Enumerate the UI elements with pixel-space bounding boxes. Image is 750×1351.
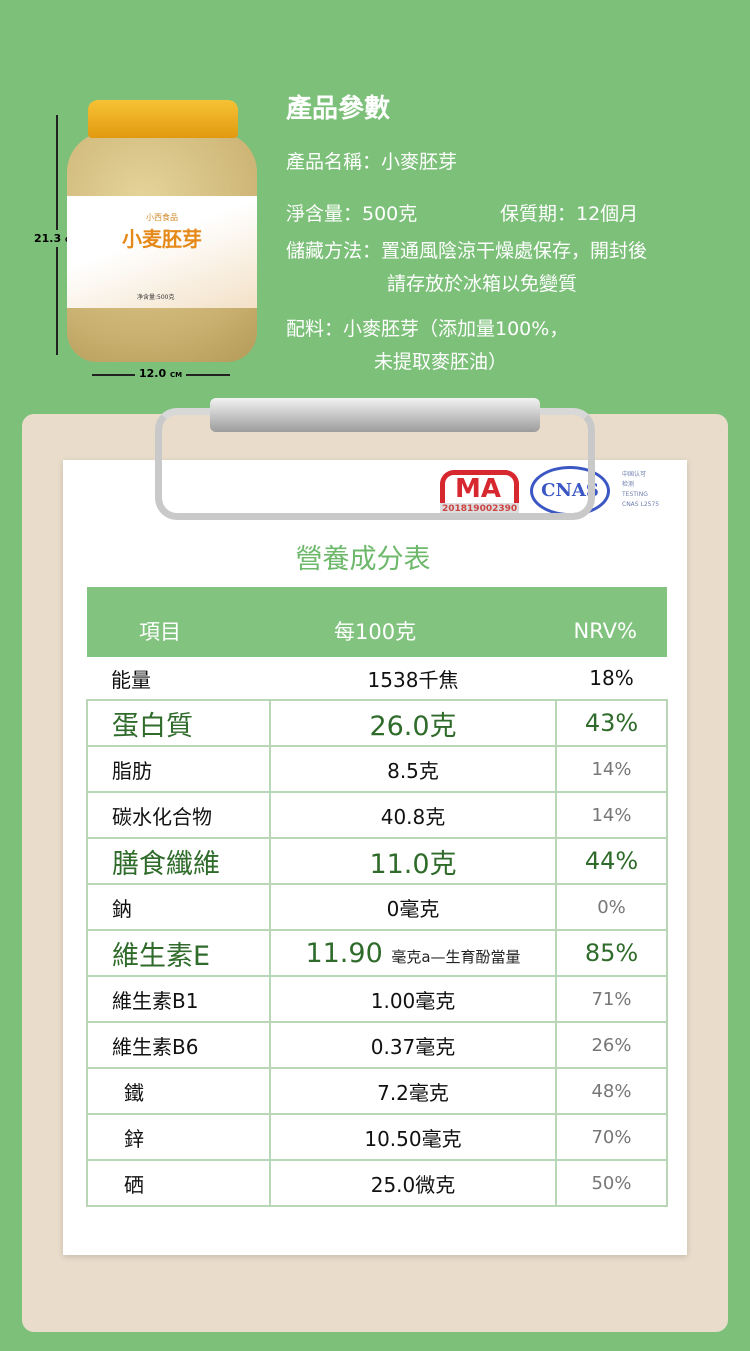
nutrient-value-cell: 25.0微克 (269, 1159, 557, 1207)
jar-net-weight: 净含量:500克 (137, 294, 175, 301)
nutrient-nrv: 43% (555, 699, 668, 747)
nutrient-nrv: 0% (555, 883, 668, 931)
jar-label: 小西食品 小麦胚芽 净含量:500克 (67, 196, 257, 308)
nutrient-item: 能量 (111, 667, 151, 692)
nutrient-unit: 毫克a—生育酚當量 (391, 947, 521, 966)
header-item: 項目 (87, 587, 270, 657)
nutrient-item: 維生素B1 (86, 975, 271, 1023)
nutrient-value: 8.5克 (387, 758, 439, 783)
jar-lid (88, 100, 238, 138)
product-name: 產品名稱：小麥胚芽 (286, 151, 458, 173)
nutrient-value-cell: 1.00毫克 (269, 975, 557, 1023)
nutrient-nrv: 14% (555, 745, 668, 793)
nutrient-item: 鈉 (86, 883, 271, 931)
nutrient-value: 0毫克 (386, 896, 440, 921)
nutrient-nrv: 71% (555, 975, 668, 1023)
nutrient-value: 25.0微克 (370, 1172, 456, 1197)
nutrient-nrv: 26% (555, 1021, 668, 1069)
ingredients-cont: 未提取麥胚油） (374, 351, 508, 373)
nutrient-nrv: 14% (555, 791, 668, 839)
ma-number: 201819002390 (440, 503, 520, 515)
nutrient-item: 膳食纖維 (86, 837, 271, 885)
jar-product-name: 小麦胚芽 (122, 227, 202, 251)
nutrient-value: 0.37毫克 (370, 1034, 456, 1059)
table-row: 鐵 7.2毫克 48% (86, 1067, 668, 1115)
nutrient-item: 維生素E (86, 929, 271, 977)
ma-logo: MA 201819002390 (440, 470, 520, 515)
table-row: 硒 25.0微克 50% (86, 1159, 668, 1207)
nutrient-value-cell: 40.8克 (269, 791, 557, 839)
nutrient-value-cell: 0.37毫克 (269, 1021, 557, 1069)
net-weight: 淨含量：500克 (286, 203, 418, 225)
nutrient-value-cell: 10.50毫克 (269, 1113, 557, 1161)
nutrient-value: 10.50毫克 (364, 1126, 462, 1151)
nutrient-item: 碳水化合物 (86, 791, 271, 839)
nutrient-value-cell: 26.0克 (269, 699, 557, 747)
storage-method-cont: 請存放於冰箱以免變質 (387, 273, 578, 295)
params-title: 產品參數 (286, 94, 391, 124)
nutrient-value-cell: 8.5克 (269, 745, 557, 793)
clip-bar (210, 398, 540, 432)
cnas-text: 中国认可 检测 TESTING CNAS L2575 (622, 471, 660, 508)
table-row: 碳水化合物 40.8克 14% (86, 791, 668, 839)
width-value: 12.0 (139, 367, 167, 380)
height-value: 21.3 (34, 232, 62, 245)
nutrient-nrv: 85% (555, 929, 668, 977)
table-row: 維生素B1 1.00毫克 71% (86, 975, 668, 1023)
nutrient-value-cell: 11.90 毫克a—生育酚當量 (269, 929, 557, 977)
header-per100g: 每100克 (270, 587, 556, 657)
nutrient-nrv: 70% (555, 1113, 668, 1161)
nutrient-value-cell: 7.2毫克 (269, 1067, 557, 1115)
table-title: 營養成分表 (295, 544, 431, 575)
nutrient-value: 7.2毫克 (377, 1080, 449, 1105)
nutrient-value-cell: 11.0克 (269, 837, 557, 885)
nutrient-value: 26.0克 (369, 710, 457, 742)
nutrient-nrv: 18% (589, 666, 634, 690)
nutrient-value-cell: 1538千焦 (270, 657, 556, 700)
table-row: 膳食纖維 11.0克 44% (86, 837, 668, 885)
nutrient-value: 1538千焦 (367, 667, 459, 692)
header-nrv: NRV% (556, 587, 667, 657)
nutrition-table: 項目 每100克 NRV% 能量 1538千焦 18% 蛋白質 26.0克 43% 脂肪 8.… (86, 587, 668, 1207)
table-row: 維生素E 11.90 毫克a—生育酚當量 85% (86, 929, 668, 977)
nutrient-value: 40.8克 (380, 804, 446, 829)
nutrient-value: 1.00毫克 (370, 988, 456, 1013)
nutrient-item: 鐵 (86, 1067, 271, 1115)
nutrient-nrv: 50% (555, 1159, 668, 1207)
nutrient-value: 11.0克 (369, 848, 457, 880)
nutrient-value: 11.90 (305, 937, 383, 969)
product-params: 產品參數 產品名稱：小麥胚芽 淨含量：500克 保質期：12個月 儲藏方法：置通風… (286, 88, 736, 374)
table-row: 鋅 10.50毫克 70% (86, 1113, 668, 1161)
shelf-life: 保質期：12個月 (500, 203, 639, 225)
nutrient-item: 蛋白質 (86, 699, 271, 747)
table-row: 鈉 0毫克 0% (86, 883, 668, 931)
table-header: 項目 每100克 NRV% (87, 587, 667, 657)
nutrient-nrv: 44% (555, 837, 668, 885)
storage-method: 儲藏方法：置通風陰涼干燥處保存，開封後 (286, 240, 648, 262)
table-row: 維生素B6 0.37毫克 26% (86, 1021, 668, 1069)
width-label: 12.0 CM (135, 367, 187, 380)
net-shelf-row: 淨含量：500克 保質期：12個月 (286, 199, 736, 226)
nutrient-nrv: 48% (555, 1067, 668, 1115)
nutrient-item: 脂肪 (86, 745, 271, 793)
width-unit: CM (169, 371, 183, 379)
nutrient-item: 維生素B6 (86, 1021, 271, 1069)
nutrient-item: 鋅 (86, 1113, 271, 1161)
nutrient-value-cell: 0毫克 (269, 883, 557, 931)
ingredients: 配料：小麥胚芽（添加量100%， (286, 318, 569, 340)
table-row: 脂肪 8.5克 14% (86, 745, 668, 793)
table-row: 能量 1538千焦 18% (87, 657, 667, 700)
table-row: 蛋白質 26.0克 43% (86, 699, 668, 747)
nutrient-item: 硒 (86, 1159, 271, 1207)
brand-logo: 小西食品 (146, 213, 178, 222)
